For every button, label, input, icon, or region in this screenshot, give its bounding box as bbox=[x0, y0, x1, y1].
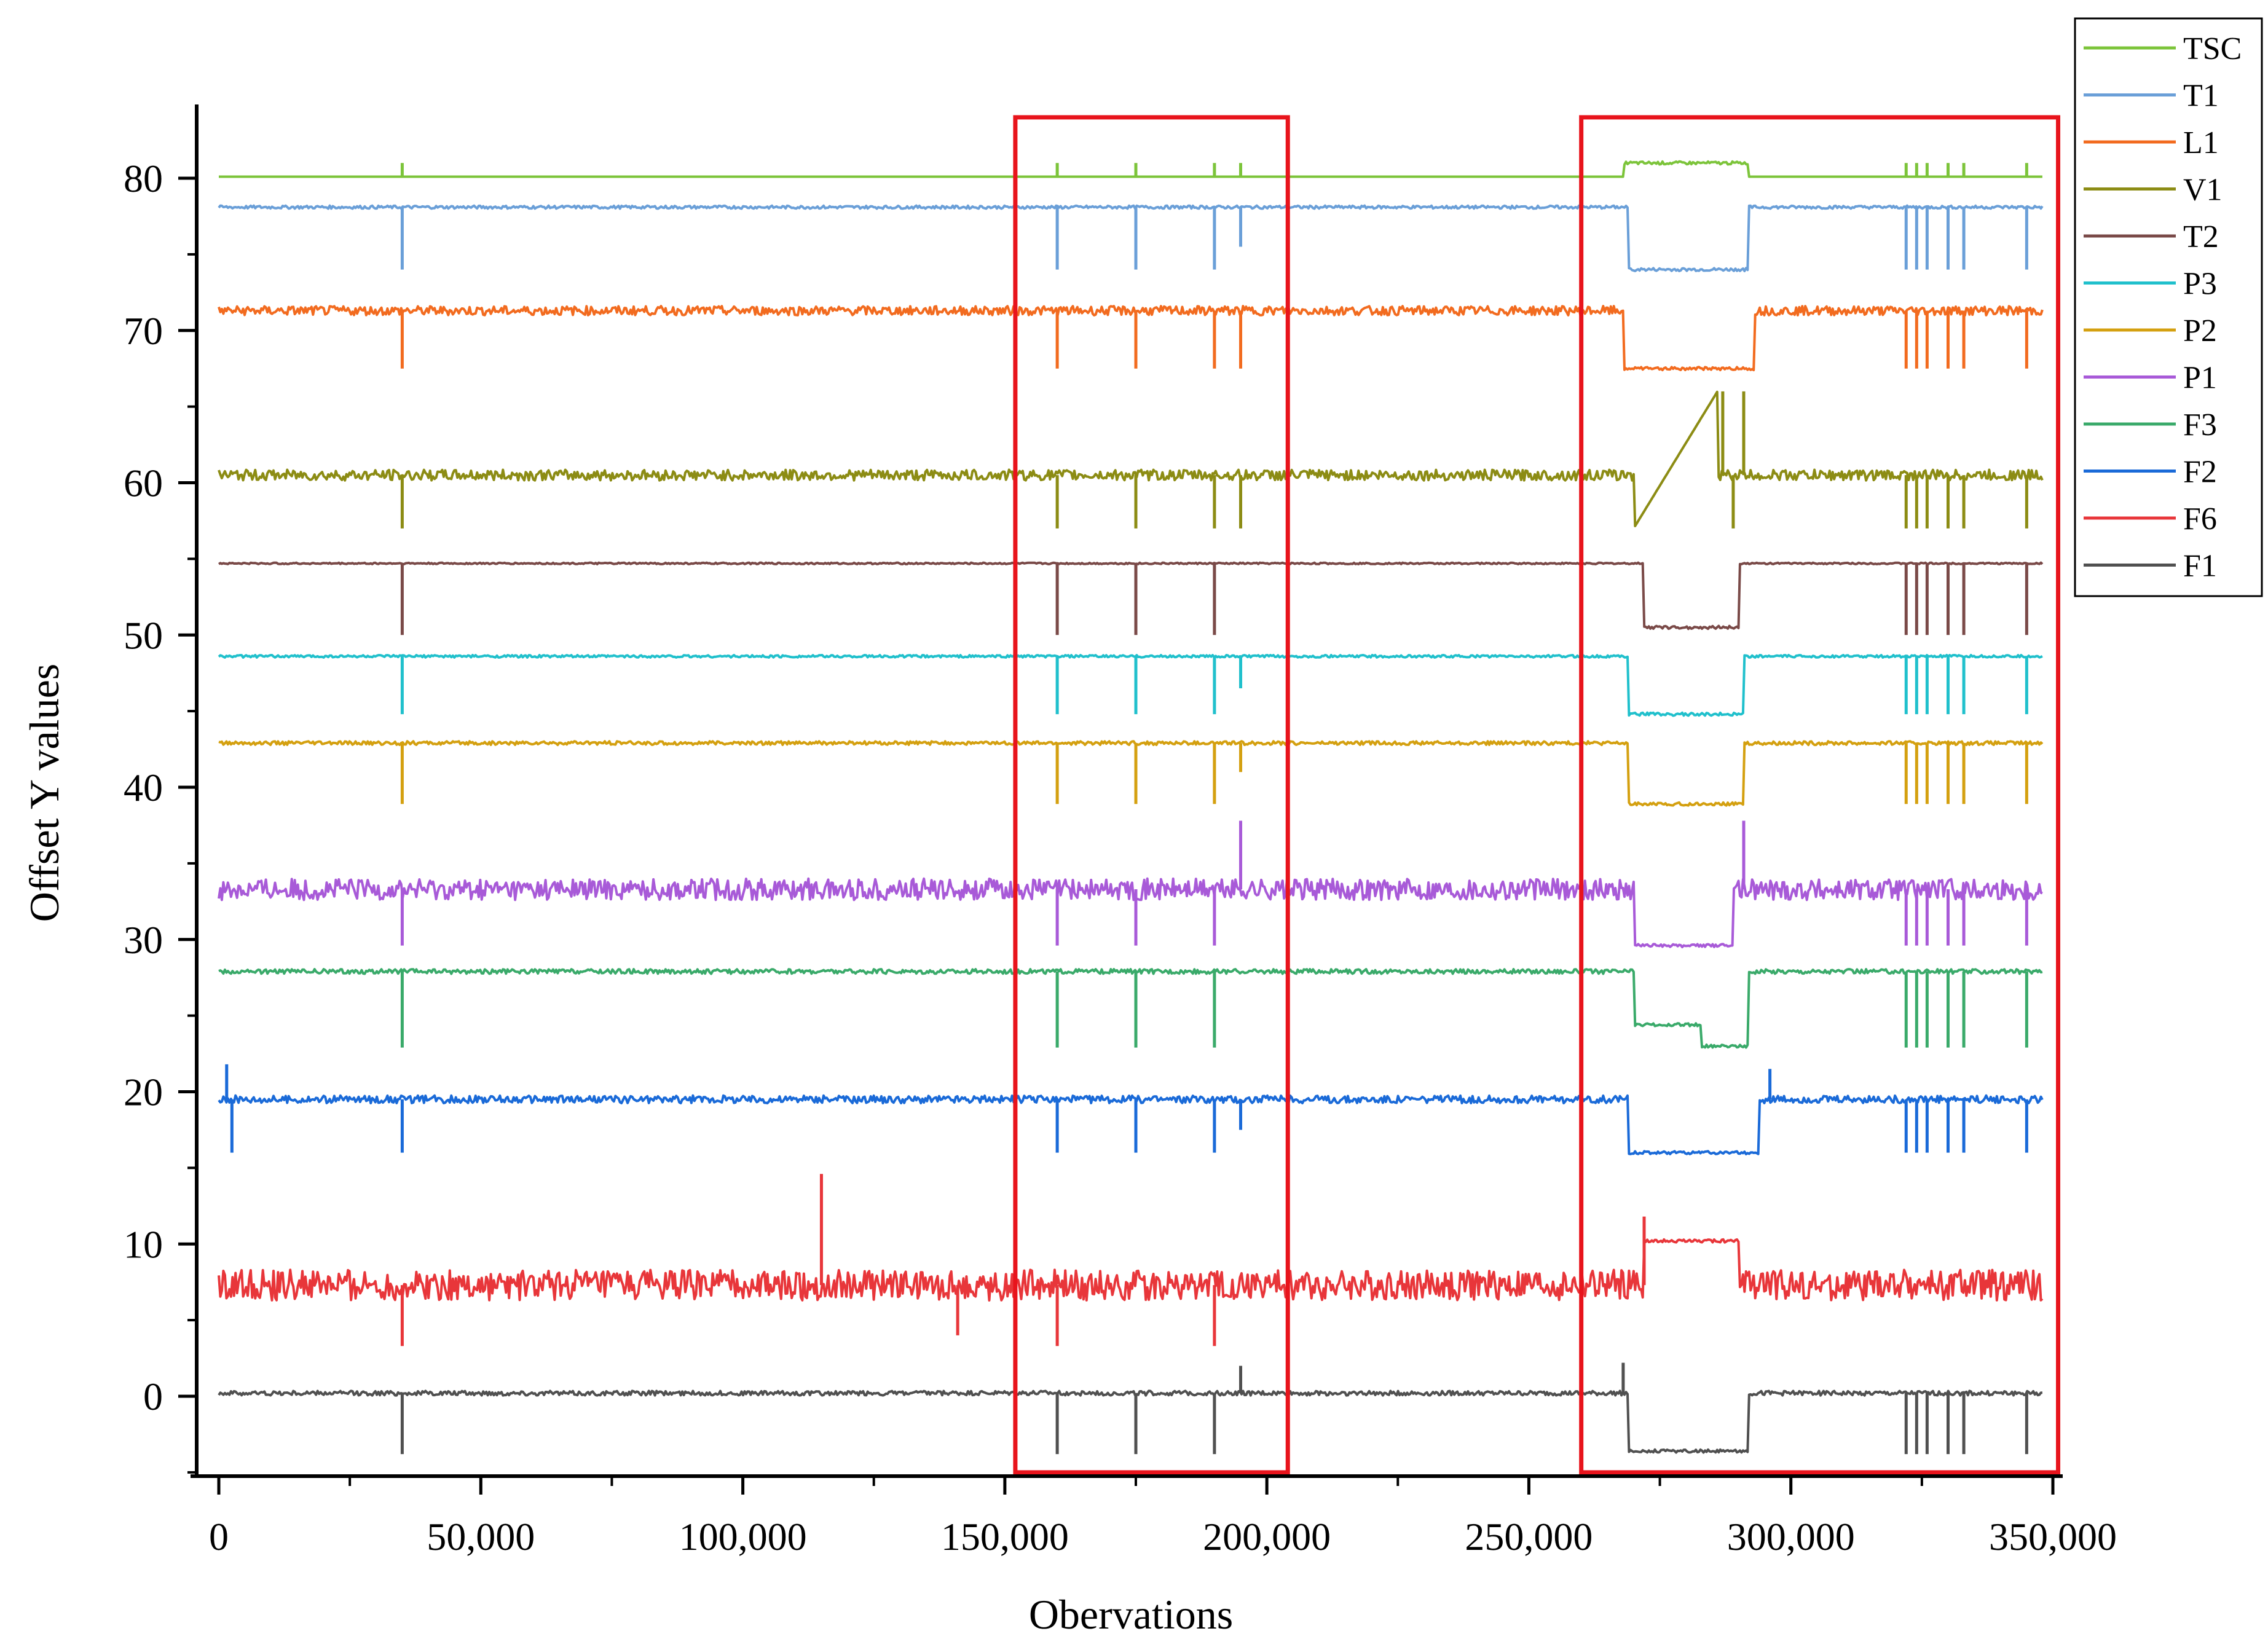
y-axis-title: Offset Y values bbox=[21, 664, 68, 922]
x-tick-label: 150,000 bbox=[941, 1515, 1069, 1558]
legend-label: T2 bbox=[2183, 219, 2219, 254]
x-axis-title: Obervations bbox=[1029, 1591, 1233, 1638]
series-f2 bbox=[218, 1064, 2044, 1155]
y-tick-label: 30 bbox=[124, 918, 163, 962]
x-tick-layer: 0 50,000 100,000 150,000 200,000 250,000 300,0… bbox=[209, 1476, 2117, 1558]
x-tick-label: 200,000 bbox=[1203, 1515, 1331, 1558]
y-tick-label: 80 bbox=[124, 157, 163, 200]
legend-label: P1 bbox=[2183, 361, 2217, 396]
series-line bbox=[218, 877, 2043, 949]
y-tick-label: 60 bbox=[124, 462, 163, 505]
x-tick-label: 50,000 bbox=[427, 1515, 535, 1558]
series-t2 bbox=[218, 561, 2044, 635]
legend-label: TSC bbox=[2183, 31, 2242, 66]
legend-label: F1 bbox=[2183, 549, 2217, 584]
series-l1 bbox=[218, 305, 2044, 372]
axis-layer bbox=[191, 104, 2063, 1478]
legend-label: F3 bbox=[2183, 407, 2217, 442]
legend-label: P3 bbox=[2183, 267, 2217, 302]
highlight-box-1 bbox=[1013, 115, 1290, 1475]
series-line bbox=[219, 160, 2042, 178]
series-line bbox=[218, 968, 2043, 1049]
legend-box bbox=[2074, 17, 2263, 597]
highlight-box-2 bbox=[1579, 115, 2061, 1475]
series-p2 bbox=[218, 740, 2044, 807]
series-tsc bbox=[219, 160, 2042, 178]
legend-label: F2 bbox=[2183, 455, 2217, 490]
x-tick-label: 350,000 bbox=[1989, 1515, 2117, 1558]
y-tick-label: 0 bbox=[143, 1375, 163, 1418]
legend-label: L1 bbox=[2183, 125, 2219, 160]
x-tick-label: 100,000 bbox=[679, 1515, 807, 1558]
series-line bbox=[218, 1389, 2042, 1454]
series-p3 bbox=[218, 654, 2043, 717]
series-layer bbox=[218, 160, 2044, 1455]
series-line bbox=[218, 390, 2044, 527]
series-line bbox=[218, 654, 2043, 717]
y-tick-label: 20 bbox=[124, 1071, 163, 1114]
x-tick-label: 300,000 bbox=[1727, 1515, 1855, 1558]
legend: TSC T1 L1 V1 T2 P3 P2 P1 F3 F2 F6 F1 bbox=[2074, 17, 2263, 597]
series-line bbox=[218, 1238, 2044, 1302]
highlight-box-layer bbox=[1013, 115, 2061, 1475]
series-line bbox=[218, 204, 2044, 272]
series-f6 bbox=[218, 1174, 2044, 1346]
series-f1 bbox=[218, 1362, 2042, 1455]
x-tick-label: 0 bbox=[209, 1515, 229, 1558]
series-p1 bbox=[218, 820, 2043, 949]
series-f3 bbox=[218, 968, 2043, 1049]
y-tick-label: 50 bbox=[124, 613, 163, 657]
series-line bbox=[218, 1094, 2044, 1155]
series-line bbox=[218, 561, 2044, 631]
series-t1 bbox=[218, 204, 2044, 272]
y-tick-label: 10 bbox=[124, 1222, 163, 1266]
series-v1 bbox=[218, 390, 2044, 529]
legend-label: T1 bbox=[2183, 79, 2219, 114]
legend-label: V1 bbox=[2183, 173, 2223, 208]
y-tick-label: 40 bbox=[124, 766, 163, 809]
legend-label: P2 bbox=[2183, 313, 2217, 348]
series-line bbox=[218, 305, 2044, 372]
x-tick-label: 250,000 bbox=[1465, 1515, 1593, 1558]
series-line bbox=[218, 740, 2044, 807]
y-tick-label: 70 bbox=[124, 309, 163, 353]
legend-label: F6 bbox=[2183, 501, 2217, 537]
y-tick-layer: 0 10 20 30 40 50 60 70 80 bbox=[124, 157, 197, 1474]
